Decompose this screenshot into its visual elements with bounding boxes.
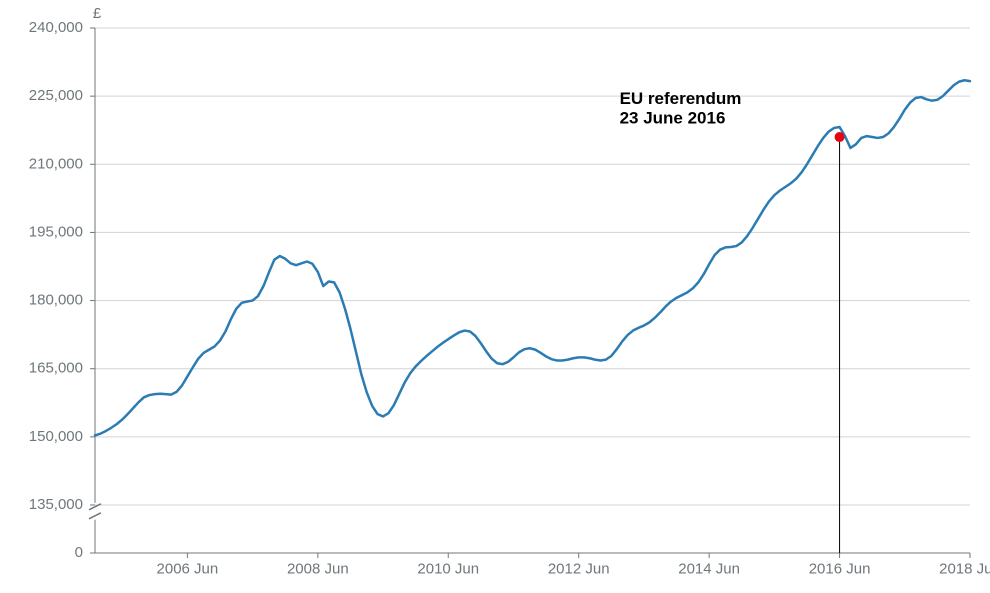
annotation-marker	[835, 132, 845, 142]
y-tick-label: 210,000	[29, 155, 83, 172]
x-tick-label: 2010 Jun	[417, 560, 479, 577]
y-tick-label: 165,000	[29, 360, 83, 377]
x-tick-label: 2008 Jun	[287, 560, 349, 577]
y-tick-label: 240,000	[29, 19, 83, 36]
x-tick-label: 2018 Jun	[939, 560, 990, 577]
annotation-text: EU referendum23 June 2016	[620, 89, 742, 128]
y-tick-label: 225,000	[29, 87, 83, 104]
x-tick-label: 2012 Jun	[548, 560, 610, 577]
x-tick-label: 2006 Jun	[157, 560, 219, 577]
currency-label: £	[93, 5, 102, 22]
line-chart: 0 135,000 150,000 165,000 180,000 195,000 210,…	[0, 0, 990, 593]
y-tick-label: 135,000	[29, 496, 83, 513]
x-tick-label: 2016 Jun	[809, 560, 871, 577]
x-tick-label: 2014 Jun	[678, 560, 740, 577]
y-tick-label: 180,000	[29, 292, 83, 309]
y-tick-label: 150,000	[29, 428, 83, 445]
y-tick-label: 195,000	[29, 223, 83, 240]
y-tick-label: 0	[75, 544, 83, 561]
chart-svg: 0 135,000 150,000 165,000 180,000 195,000 210,…	[0, 0, 990, 593]
